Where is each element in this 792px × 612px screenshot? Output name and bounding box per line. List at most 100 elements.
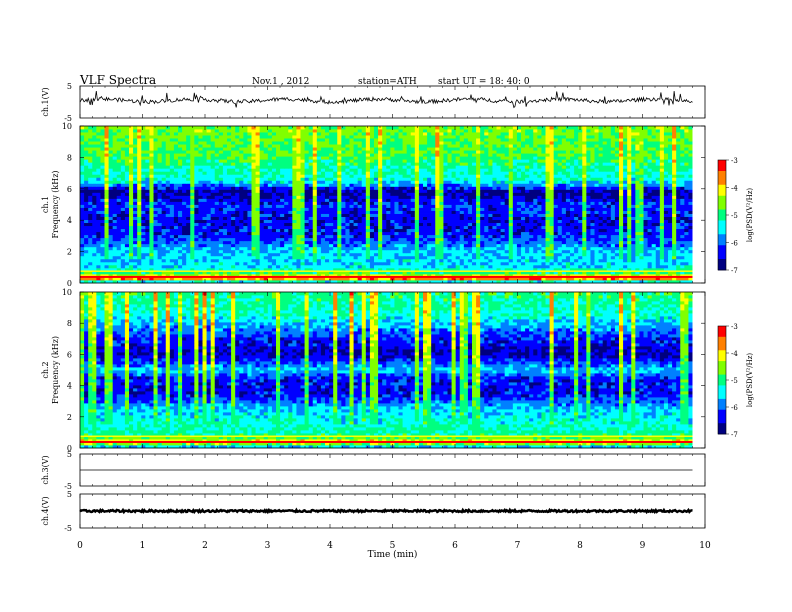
spectrogram-cell [533, 252, 538, 257]
spectrogram-cell [402, 186, 408, 190]
spectrogram-cell [684, 198, 689, 202]
spectrogram-cell [488, 276, 493, 281]
spectrogram-cell [516, 243, 522, 248]
spectrogram-cell [533, 246, 538, 251]
spectrogram-cell [329, 204, 334, 208]
spectrogram-cell [92, 243, 97, 248]
spectrogram-cell [349, 276, 354, 281]
spectrogram-cell [284, 234, 289, 239]
spectrogram-cell [304, 255, 310, 260]
spectrogram-cell [427, 279, 432, 284]
spectrogram-cell [684, 204, 689, 208]
spectrogram-cell [173, 279, 179, 284]
spectrogram-cell [655, 267, 661, 272]
spectrogram-cell [545, 198, 550, 202]
spectrogram-cell [574, 252, 579, 257]
spectrogram-cell [361, 198, 367, 202]
spectrogram-cell [325, 210, 330, 214]
spectrogram-cell [312, 219, 318, 224]
spectrogram-cell [206, 261, 212, 266]
spectrogram-cell [173, 249, 179, 254]
spectrogram-cell [341, 225, 346, 230]
spectrogram-cell [214, 279, 220, 284]
spectrogram-cell [541, 228, 546, 233]
spectrogram-cell [153, 180, 158, 184]
spectrogram-cell [292, 201, 297, 205]
spectrogram-cell [582, 267, 587, 272]
spectrogram-cell [390, 201, 395, 205]
spectrogram-cell [606, 225, 612, 230]
spectrogram-cell [198, 186, 203, 190]
spectrogram-cell [345, 252, 350, 257]
spectrogram-cell [663, 261, 669, 266]
spectrogram-cell [631, 189, 636, 193]
spectrogram-cell [353, 231, 359, 236]
spectrogram-cell [92, 204, 97, 208]
spectrogram-cell [533, 240, 538, 245]
spectrogram-cell [369, 252, 375, 257]
spectrogram-cell [647, 195, 653, 199]
spectrogram-cell [149, 243, 154, 248]
spectrogram-cell [88, 273, 93, 278]
spectrogram-cell [431, 243, 436, 248]
spectrogram-cell [222, 201, 228, 205]
spectrogram-cell [210, 201, 216, 205]
spectrogram-cell [533, 183, 538, 187]
spectrogram-cell [104, 276, 109, 281]
spectrogram-cell [467, 225, 473, 230]
spectrogram-cell [173, 201, 179, 205]
spectrogram-cell [549, 198, 555, 202]
spectrogram-cell [292, 189, 297, 193]
spectrogram-cell [533, 192, 538, 196]
spectrogram-cell [484, 279, 489, 284]
spectrogram-cell [451, 192, 457, 196]
spectrogram-cell [345, 276, 350, 281]
spectrogram-cell [594, 240, 599, 245]
spectrogram-cell [202, 222, 207, 227]
spectrogram-cell [394, 219, 399, 224]
spectrogram-cell [431, 219, 436, 224]
spectrogram-cell [182, 222, 187, 227]
spectrogram-cell [320, 207, 326, 211]
spectrogram-cell [271, 270, 277, 275]
spectrogram-cell [357, 219, 363, 224]
spectrogram-cell [108, 204, 114, 208]
spectrogram-cell [141, 267, 146, 272]
spectrogram-cell [631, 252, 636, 257]
spectrogram-cell [120, 234, 126, 239]
spectrogram-cell [639, 240, 644, 245]
spectrogram-cell [320, 231, 326, 236]
spectrogram-cell [112, 222, 118, 227]
spectrogram-cell [680, 204, 685, 208]
spectrogram-cell [516, 255, 522, 260]
spectrogram-cell [320, 249, 326, 254]
spectrogram-cell [439, 273, 444, 278]
spectrogram-cell [169, 261, 175, 266]
spectrogram-cell [598, 270, 604, 275]
spectrogram-cell [659, 270, 665, 275]
spectrogram-cell [218, 276, 224, 281]
spectrogram-cell [500, 186, 506, 190]
spectrogram-cell [500, 204, 506, 208]
spectrogram-cell [659, 258, 665, 263]
spectrogram-cell [84, 240, 89, 245]
spectrogram-cell [472, 267, 477, 272]
spectrogram-cell [574, 234, 579, 239]
spectrogram-cell [439, 243, 444, 248]
spectrogram-cell [423, 216, 428, 220]
spectrogram-cell [578, 258, 583, 263]
spectrogram-cell [349, 222, 354, 227]
spectrogram-cell [353, 243, 359, 248]
spectrogram-cell [325, 189, 330, 193]
spectrogram-cell [467, 276, 473, 281]
spectrogram-cell [684, 264, 689, 269]
spectrogram-cell [467, 228, 473, 233]
spectrogram-cell [365, 246, 371, 251]
spectrogram-cell [259, 201, 265, 205]
spectrogram-cell [267, 198, 273, 202]
spectrogram-cell [602, 255, 608, 260]
spectrogram-cell [312, 234, 318, 239]
spectrogram-cell [325, 273, 330, 278]
spectrogram-cell [165, 258, 171, 263]
spectrogram-cell [688, 255, 693, 260]
